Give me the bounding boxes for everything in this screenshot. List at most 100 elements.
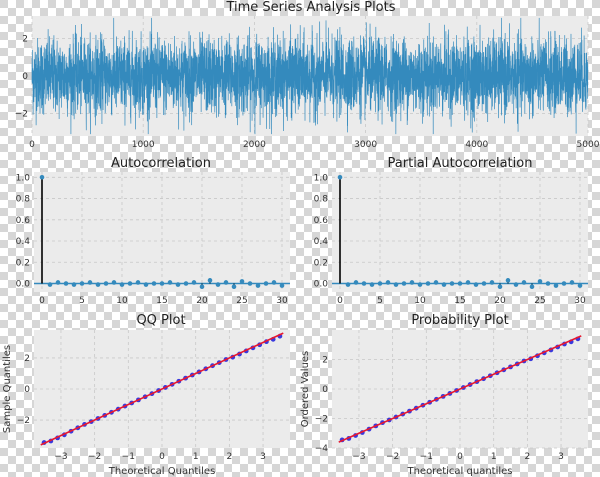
pacf-marker [521, 280, 527, 285]
qq-x-tick-label: −2 [88, 452, 101, 462]
acf-marker [63, 281, 69, 286]
acf-marker [191, 280, 197, 285]
probability-y-tick-label: −2 [315, 415, 328, 425]
pacf-marker [369, 282, 375, 287]
pacf-marker [553, 283, 559, 288]
acf-marker [223, 280, 229, 285]
qq-y-label: Sample Quantiles [2, 345, 13, 433]
pacf-marker [361, 281, 367, 286]
probability-y-tick-label: 2 [322, 356, 328, 366]
pacf-marker [425, 281, 431, 286]
pacf-y-tick-label: 0.4 [314, 237, 329, 247]
qq-x-tick-label: 1 [193, 452, 199, 462]
pacf-marker [337, 175, 343, 180]
acf-marker [119, 282, 125, 287]
time-series-x-tick-label: 0 [29, 140, 35, 150]
pacf-marker [353, 280, 359, 285]
acf-marker [239, 279, 245, 284]
pacf-x-tick-label: 25 [534, 296, 545, 306]
acf-x-tick-label: 30 [276, 296, 288, 306]
pacf-x-tick-label: 20 [494, 296, 506, 306]
probability-x-tick-label: −2 [386, 452, 399, 462]
time-series-x-tick-label: 2000 [243, 140, 266, 150]
acf-marker [199, 284, 205, 289]
probability-panel: Probability Plot −3 −2 −1 0 1 2 3 −4 −2 0 2 Theor… [300, 313, 588, 477]
qq-x-tick-label: −1 [122, 452, 135, 462]
acf-marker [79, 281, 85, 286]
pacf-marker [497, 284, 503, 289]
acf-x-tick-label: 25 [236, 296, 247, 306]
probability-y-tick-label: 0 [322, 385, 328, 395]
qq-x-ticks: −3 −2 −1 0 1 2 3 [54, 452, 266, 462]
probability-x-tick-label: 0 [457, 452, 463, 462]
pacf-y-tick-label: 0.6 [314, 216, 329, 226]
qq-grid [34, 330, 290, 448]
time-series-y-ticks: −2 0 2 [15, 35, 29, 120]
acf-marker [143, 282, 149, 287]
acf-x-tick-label: 15 [156, 296, 167, 306]
acf-marker [279, 283, 285, 288]
pacf-marker [457, 281, 463, 286]
pacf-marker [545, 281, 551, 286]
acf-x-tick-label: 20 [196, 296, 208, 306]
pacf-marker [393, 282, 399, 287]
qq-x-tick-label: 2 [227, 452, 233, 462]
pacf-marker [401, 281, 407, 286]
acf-marker [231, 284, 237, 289]
acf-marker [263, 281, 269, 286]
acf-x-tick-label: 10 [116, 296, 128, 306]
qq-x-label: Theoretical Quantiles [108, 466, 216, 477]
pacf-marker [417, 282, 423, 287]
pacf-x-tick-label: 30 [574, 296, 586, 306]
probability-x-label: Theoretical quantiles [406, 466, 512, 477]
time-series-line [31, 17, 589, 135]
qq-x-tick-label: 0 [159, 452, 165, 462]
acf-marker [183, 281, 189, 286]
time-series-x-tick-label: 5000 [577, 140, 600, 150]
acf-x-tick-label: 5 [79, 296, 85, 306]
acf-marker [71, 282, 77, 287]
acf-y-tick-label: 0.4 [16, 237, 31, 247]
acf-marker [39, 175, 45, 180]
pacf-title: Partial Autocorrelation [388, 156, 533, 171]
pacf-marker [449, 281, 455, 286]
time-series-x-tick-label: 4000 [465, 140, 488, 150]
acf-marker [167, 280, 173, 285]
time-series-x-tick-label: 3000 [354, 140, 377, 150]
pacf-x-tick-label: 15 [454, 296, 465, 306]
acf-marker [87, 280, 93, 285]
pacf-marker [433, 280, 439, 285]
qq-y-tick-label: 2 [24, 354, 30, 364]
probability-x-ticks: −3 −2 −1 0 1 2 3 [352, 452, 564, 462]
pacf-marker [385, 280, 391, 285]
pacf-marker [505, 278, 511, 283]
pacf-x-tick-label: 10 [414, 296, 426, 306]
pacf-marker [345, 282, 351, 287]
acf-marker [175, 282, 181, 287]
pacf-marker [481, 281, 487, 286]
qq-panel: QQ Plot −3 −2 −1 0 1 2 3 −2 0 2 Theoretical Quan… [2, 313, 290, 477]
acf-marker [111, 280, 117, 285]
acf-marker [127, 281, 133, 286]
time-series-y-tick-label: 0 [22, 72, 28, 82]
acf-panel: Autocorrelation 0 5 10 15 20 25 30 0.00.20.40.… [16, 156, 290, 306]
probability-x-tick-label: 3 [558, 452, 564, 462]
pacf-marker [465, 280, 471, 285]
pacf-marker [377, 281, 383, 286]
acf-y-tick-label: 0.0 [16, 280, 31, 290]
acf-title: Autocorrelation [111, 156, 211, 171]
probability-y-tick-label: −4 [315, 444, 329, 454]
pacf-panel: Partial Autocorrelation 0 5 10 15 20 25 30 0.0… [314, 156, 588, 306]
pacf-marker [473, 282, 479, 287]
probability-x-tick-label: 1 [491, 452, 497, 462]
acf-marker [103, 281, 109, 286]
pacf-marker [409, 280, 415, 285]
pacf-y-ticks: 0.0 0.2 0.4 0.6 0.8 1.0 [314, 173, 329, 289]
probability-points [338, 335, 582, 443]
time-series-y-tick-label: −2 [15, 110, 28, 120]
probability-x-tick-label: −1 [420, 452, 433, 462]
pacf-x-tick-label: 5 [377, 296, 383, 306]
qq-y-tick-label: 0 [24, 385, 30, 395]
acf-marker [47, 282, 53, 287]
acf-y-tick-label: 1.0 [16, 173, 31, 183]
